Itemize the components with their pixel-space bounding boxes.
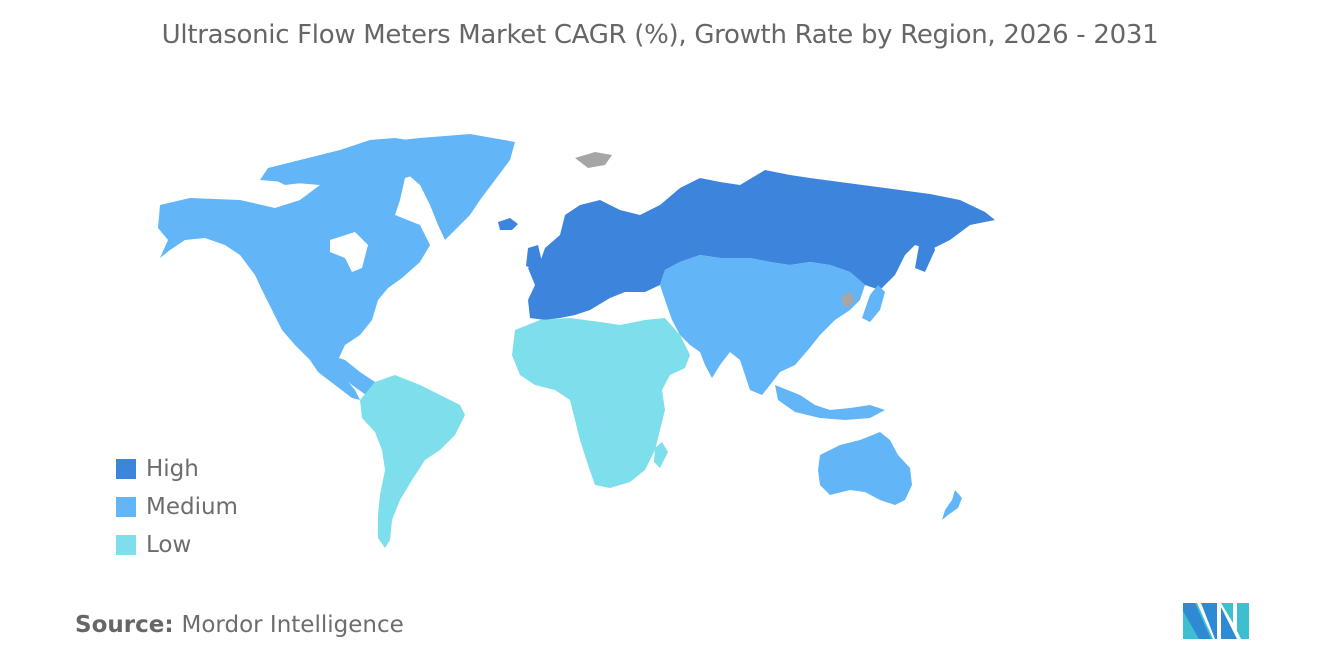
- legend-swatch-low: [116, 535, 136, 555]
- source-key: Source:: [75, 612, 174, 638]
- legend-label: Medium: [146, 494, 238, 520]
- region-africa: [512, 318, 690, 488]
- legend-item-high: High: [116, 450, 238, 488]
- legend-item-low: Low: [116, 526, 238, 564]
- mordor-intelligence-logo-icon: [1183, 603, 1249, 639]
- legend: High Medium Low: [116, 450, 238, 564]
- region-madagascar: [654, 442, 668, 468]
- region-arctic-islands: [265, 155, 360, 185]
- region-north-korea: [842, 292, 855, 308]
- region-greenland: [382, 134, 515, 240]
- source-attribution: Source: Mordor Intelligence: [75, 612, 404, 638]
- region-new-zealand: [942, 490, 962, 520]
- region-japan: [862, 285, 885, 322]
- legend-label: High: [146, 456, 199, 482]
- region-europe-russia: [528, 170, 995, 320]
- chart-title: Ultrasonic Flow Meters Market CAGR (%), …: [161, 20, 1159, 50]
- region-south-america: [360, 375, 465, 548]
- region-north-america: [158, 138, 440, 400]
- legend-swatch-medium: [116, 497, 136, 517]
- region-hudson-bay-cut: [330, 232, 368, 272]
- region-southeast-asia-islands: [775, 385, 885, 420]
- region-kamchatka: [915, 232, 935, 272]
- region-asia: [660, 255, 865, 395]
- region-iceland: [498, 218, 518, 230]
- legend-swatch-high: [116, 459, 136, 479]
- region-svalbard: [575, 152, 612, 168]
- legend-item-medium: Medium: [116, 488, 238, 526]
- legend-label: Low: [146, 532, 192, 558]
- region-australia: [818, 432, 912, 505]
- region-uk-ireland: [526, 245, 542, 270]
- source-value: Mordor Intelligence: [181, 612, 404, 638]
